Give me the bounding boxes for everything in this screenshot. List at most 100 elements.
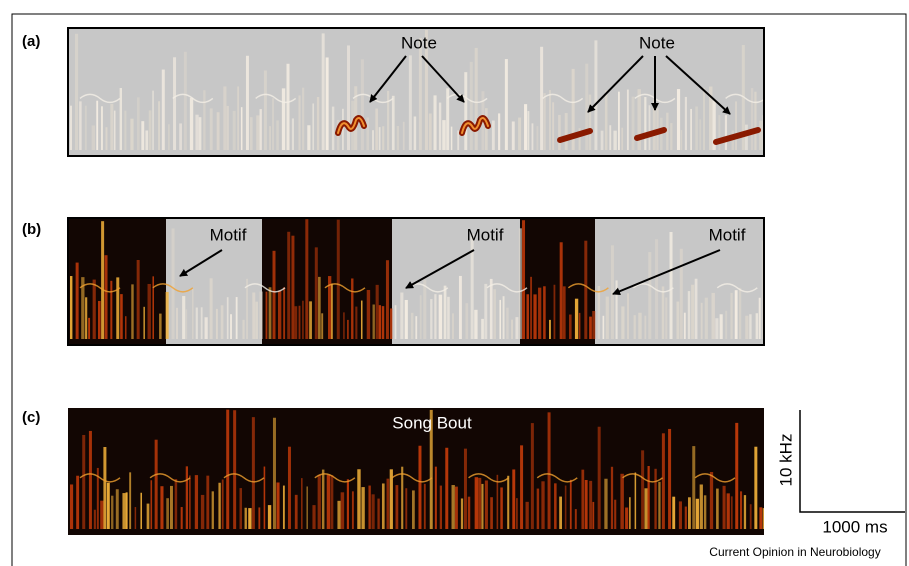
spectrogram-streak [76, 263, 79, 339]
spectrogram-streak [451, 127, 453, 150]
spectrogram-streak [367, 290, 370, 339]
motif-dark [262, 218, 392, 345]
spectrogram-streak [685, 97, 687, 150]
spectrogram-streak [605, 90, 608, 150]
spectrogram-streak [150, 480, 152, 529]
spectrogram-streak [120, 88, 122, 150]
spectrogram-streak [337, 501, 340, 529]
spectrogram-streak [692, 446, 695, 529]
spectrogram-streak [611, 467, 613, 529]
spectrogram-streak [735, 423, 738, 529]
spectrogram-streak [101, 106, 103, 150]
spectrogram-streak [175, 479, 178, 529]
spectrogram-streak [195, 115, 198, 150]
spectrogram-streak [368, 486, 370, 529]
spectrogram-streak [735, 101, 737, 150]
spectrogram-streak [392, 96, 395, 150]
spectrogram-streak [468, 497, 470, 529]
spectrogram-streak [309, 301, 312, 339]
spectrogram-streak [286, 64, 289, 150]
spectrogram-streak [629, 497, 631, 529]
spectrogram-streak [618, 92, 620, 150]
spectrogram-streak [506, 308, 509, 339]
spectrogram-streak [355, 307, 357, 339]
spectrogram-streak [570, 480, 572, 529]
spectrogram-streak [176, 308, 178, 339]
spectrogram-streak [418, 446, 421, 529]
spectrogram-streak [627, 90, 629, 150]
spectrogram-streak [745, 125, 748, 150]
spectrogram-streak [594, 40, 597, 150]
spectrogram-streak [739, 288, 741, 339]
spectrogram-streak [696, 499, 699, 529]
spectrogram-streak [649, 105, 651, 150]
spectrogram-streak [291, 236, 294, 339]
spectrogram-streak [512, 469, 515, 529]
spectrogram-streak [210, 108, 213, 150]
spectrogram-streak [182, 296, 185, 339]
spectrogram-streak [343, 312, 345, 339]
spectrogram-streak [744, 495, 746, 529]
spectrogram-streak [516, 498, 518, 529]
spectrogram-streak [400, 293, 403, 339]
spectrogram-streak [759, 298, 761, 339]
spectrogram-streak [327, 475, 330, 529]
spectrogram-streak [470, 62, 473, 150]
spectrogram-streak [382, 306, 385, 339]
spectrogram-streak [584, 241, 587, 339]
spectrogram-streak [259, 292, 262, 339]
spectrogram-streak [569, 315, 572, 339]
spectrogram-streak [522, 220, 525, 339]
spectrogram-streak [264, 467, 266, 529]
annotation: Motif [210, 225, 247, 244]
spectrogram-streak [648, 252, 651, 339]
panel-label: (a) [22, 33, 40, 50]
spectrogram-streak [92, 125, 95, 150]
spectrogram-streak [283, 287, 285, 339]
spectrogram-streak [116, 277, 119, 339]
spectrogram-streak [670, 232, 673, 339]
spectrogram-streak [376, 285, 379, 339]
spectrogram-streak [611, 245, 614, 339]
spectrogram-streak [690, 109, 692, 150]
spectrogram-streak [507, 476, 509, 529]
spectrogram-streak [295, 306, 298, 339]
spectrogram-streak [103, 447, 106, 529]
spectrogram-streak [315, 247, 318, 339]
spectrogram-streak [111, 496, 113, 529]
spectrogram-streak [322, 33, 325, 150]
spectrogram-streak [287, 232, 290, 339]
spectrogram-streak [635, 473, 637, 529]
spectrogram-streak [452, 313, 454, 339]
spectrogram-streak [230, 314, 232, 339]
spectrogram-streak [528, 111, 530, 150]
spectrogram-streak [457, 130, 459, 150]
spectrogram-streak [459, 276, 462, 339]
spectrogram-streak [519, 228, 522, 339]
spectrogram-streak [725, 311, 727, 339]
spectrogram-streak [414, 116, 416, 150]
spectrogram-streak [412, 490, 415, 529]
spectrogram-streak [173, 57, 176, 150]
spectrogram-streak [186, 309, 188, 339]
spectrogram-streak [749, 314, 751, 339]
spectrogram-streak [221, 305, 224, 339]
spectrogram-streak [703, 88, 705, 150]
spectrogram-streak [264, 70, 267, 150]
spectrogram-streak [754, 447, 757, 529]
spectrogram-streak [565, 113, 568, 150]
spectrogram-streak [258, 507, 260, 529]
spectrogram-streak [490, 497, 493, 529]
spectrogram-streak [464, 449, 467, 529]
spectrogram-streak [563, 286, 566, 339]
spectrogram-streak [372, 494, 375, 529]
spectrogram-streak [201, 495, 204, 529]
scale-label: 1000 ms [822, 517, 887, 536]
spectrogram-streak [268, 505, 271, 529]
spectrogram-streak [256, 115, 259, 150]
spectrogram-streak [70, 106, 72, 150]
spectrogram-streak [246, 279, 248, 339]
spectrogram-streak [589, 481, 592, 529]
spectrogram-streak [616, 280, 618, 339]
spectrogram-streak [337, 220, 340, 339]
